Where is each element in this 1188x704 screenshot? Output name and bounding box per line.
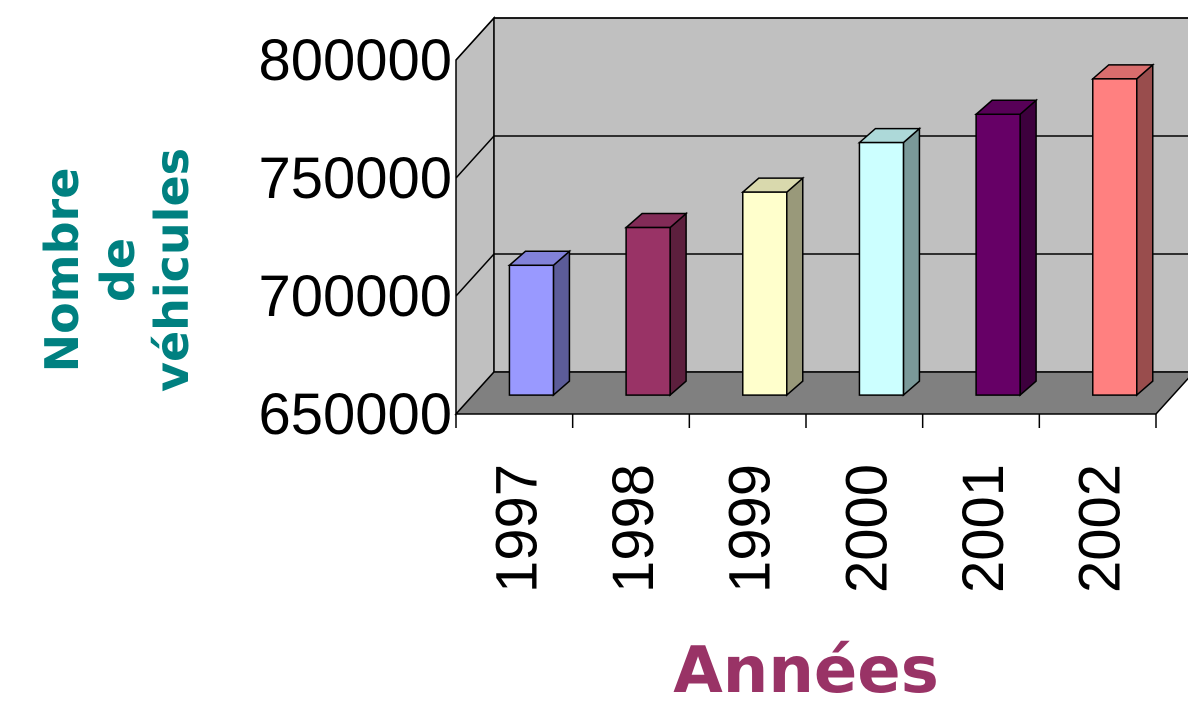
bar-side — [1019, 98, 1037, 397]
y-tick-label: 700000 — [258, 264, 452, 329]
gridline — [455, 17, 1188, 61]
bar-side — [552, 249, 571, 397]
x-tick-label: 2000 — [834, 464, 899, 593]
y-tick-label: 800000 — [258, 28, 452, 93]
bar — [740, 176, 805, 397]
y-tick-label: 750000 — [258, 146, 452, 211]
bar-side — [786, 176, 804, 397]
bar — [974, 98, 1039, 397]
side-wall — [455, 16, 495, 416]
y-axis-title-line: véhicules — [145, 148, 199, 392]
x-tick-label: 1999 — [718, 464, 783, 593]
y-tick-labels: 650000 700000 750000 800000 — [258, 28, 452, 447]
x-tick-label: 2002 — [1068, 464, 1133, 593]
y-tick-label: 650000 — [258, 382, 452, 447]
bar-front — [1092, 78, 1138, 396]
x-tick-label: 2001 — [951, 464, 1016, 593]
bar — [857, 126, 922, 397]
x-axis-title: Années — [673, 634, 939, 704]
bar-front — [858, 141, 905, 396]
bar — [624, 211, 689, 397]
bar-front — [508, 264, 555, 396]
gridline — [455, 135, 1188, 179]
bar-side — [669, 211, 687, 397]
bar-side — [902, 126, 921, 397]
y-axis-title: Nombre de véhicules — [35, 148, 199, 392]
bar-side — [1136, 63, 1154, 397]
y-axis-title-line: de — [91, 238, 145, 302]
y-axis-title-line: Nombre — [35, 168, 89, 373]
x-tick-label: 1998 — [601, 464, 666, 593]
bar-front — [625, 226, 671, 396]
bar-front — [742, 191, 788, 396]
bar — [507, 249, 572, 397]
x-tick-label: 1997 — [484, 464, 549, 593]
bar — [1090, 63, 1155, 397]
axes — [455, 414, 1157, 428]
bar-front — [975, 113, 1021, 396]
x-tick-labels: 1997 1998 1999 2000 2001 2002 — [484, 464, 1132, 593]
gridline — [455, 253, 1188, 297]
bars — [507, 63, 1155, 397]
back-wall — [493, 17, 1188, 373]
gridlines — [455, 17, 1188, 297]
